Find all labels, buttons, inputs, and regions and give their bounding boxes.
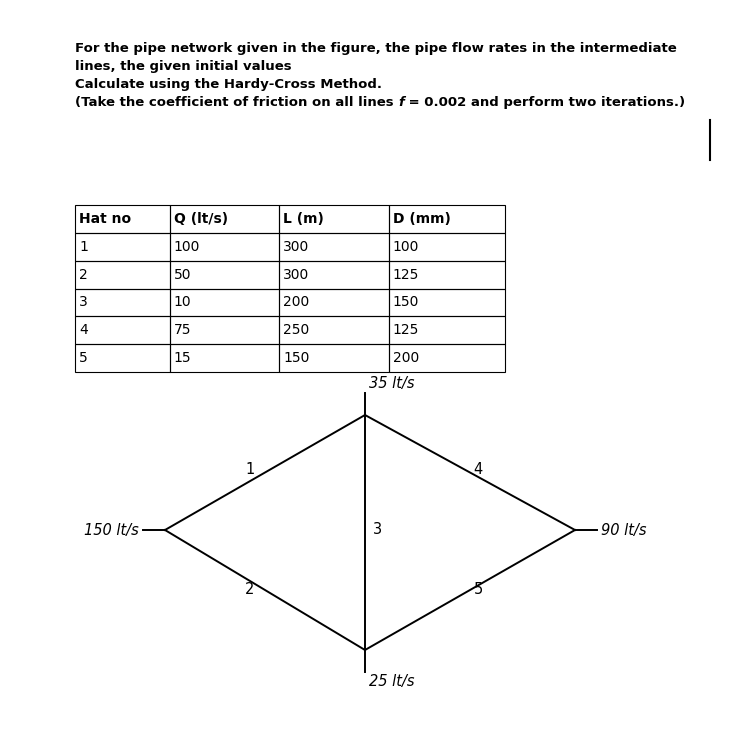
Bar <box>389 288 505 316</box>
Text: 10: 10 <box>174 295 191 310</box>
Bar <box>75 344 170 372</box>
Bar <box>279 261 389 288</box>
Bar <box>389 261 505 288</box>
Text: 200: 200 <box>393 351 419 365</box>
Text: 300: 300 <box>284 240 310 254</box>
Bar <box>170 344 279 372</box>
Text: D (mm): D (mm) <box>393 212 451 226</box>
Text: 15: 15 <box>174 351 191 365</box>
Bar <box>75 205 170 233</box>
Text: Calculate using the Hardy-Cross Method.: Calculate using the Hardy-Cross Method. <box>75 78 382 91</box>
Bar <box>279 344 389 372</box>
Text: Q (lt/s): Q (lt/s) <box>174 212 227 226</box>
Text: 200: 200 <box>284 295 310 310</box>
Text: f: f <box>398 96 404 109</box>
Bar <box>389 316 505 344</box>
Bar <box>279 205 389 233</box>
Bar <box>170 288 279 316</box>
Text: 100: 100 <box>393 240 419 254</box>
Text: 75: 75 <box>174 323 191 337</box>
Text: For the pipe network given in the figure, the pipe flow rates in the intermediat: For the pipe network given in the figure… <box>75 42 677 55</box>
Bar <box>279 233 389 261</box>
Text: 125: 125 <box>393 268 419 282</box>
Text: 150: 150 <box>393 295 419 310</box>
Text: 50: 50 <box>174 268 191 282</box>
Text: 4: 4 <box>79 323 87 337</box>
Bar <box>389 344 505 372</box>
Text: 250: 250 <box>284 323 310 337</box>
Text: 125: 125 <box>393 323 419 337</box>
Bar <box>389 233 505 261</box>
Text: 3: 3 <box>79 295 87 310</box>
Bar <box>170 205 279 233</box>
Text: lines, the given initial values: lines, the given initial values <box>75 60 292 73</box>
Text: 100: 100 <box>174 240 200 254</box>
Text: 35 lt/s: 35 lt/s <box>369 376 415 391</box>
Bar <box>389 205 505 233</box>
Bar <box>170 316 279 344</box>
Text: 1: 1 <box>79 240 88 254</box>
Bar <box>170 261 279 288</box>
Bar <box>75 233 170 261</box>
Text: 5: 5 <box>79 351 87 365</box>
Bar <box>75 316 170 344</box>
Text: = 0.002 and perform two iterations.): = 0.002 and perform two iterations.) <box>404 96 685 109</box>
Text: 300: 300 <box>284 268 310 282</box>
Text: 4: 4 <box>473 462 483 476</box>
Bar <box>75 288 170 316</box>
Bar <box>170 233 279 261</box>
Text: 150 lt/s: 150 lt/s <box>85 523 139 537</box>
Bar <box>279 316 389 344</box>
Text: 150: 150 <box>284 351 310 365</box>
Bar <box>279 288 389 316</box>
Text: 2: 2 <box>79 268 87 282</box>
Text: 2: 2 <box>246 581 254 597</box>
Text: Hat no: Hat no <box>79 212 131 226</box>
Text: (Take the coefficient of friction on all lines: (Take the coefficient of friction on all… <box>75 96 398 109</box>
Text: 25 lt/s: 25 lt/s <box>369 674 415 689</box>
Bar <box>75 261 170 288</box>
Text: 5: 5 <box>473 581 483 597</box>
Text: 3: 3 <box>373 523 383 537</box>
Text: 1: 1 <box>246 462 254 476</box>
Text: L (m): L (m) <box>284 212 324 226</box>
Text: 90 lt/s: 90 lt/s <box>601 523 647 537</box>
